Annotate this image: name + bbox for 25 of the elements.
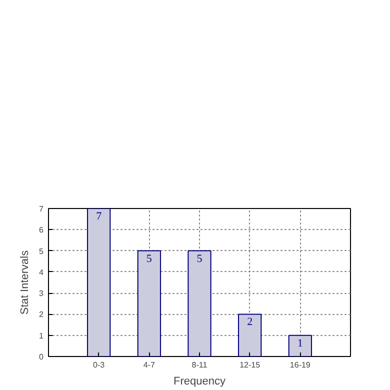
y-tick-label: 6 xyxy=(39,226,44,235)
y-axis-title: Stat Intervals xyxy=(19,250,32,315)
y-tick-label: 4 xyxy=(39,268,44,277)
y-tick-label: 5 xyxy=(39,246,44,256)
bar xyxy=(188,250,212,356)
data-label: 1 xyxy=(297,337,303,350)
x-tick-label: 4-7 xyxy=(143,360,156,370)
x-tick-label: 8-11 xyxy=(192,360,208,370)
data-label: 5 xyxy=(196,252,203,265)
bar xyxy=(87,208,111,356)
data-label: 7 xyxy=(96,210,102,222)
y-tick-label: 3 xyxy=(39,289,44,298)
y-tick-label: 7 xyxy=(39,204,44,214)
x-axis-title: Frequency xyxy=(174,376,226,388)
bar xyxy=(288,334,312,356)
x-tick-label: 0-3 xyxy=(93,360,106,370)
y-tick-label: 0 xyxy=(39,352,44,362)
bar xyxy=(137,250,161,356)
x-tick-label: 12-15 xyxy=(240,360,261,370)
y-tick-label: 2 xyxy=(39,310,44,320)
y-tick-label: 1 xyxy=(39,331,44,340)
bar xyxy=(238,314,262,356)
x-tick-label: 16-19 xyxy=(290,360,311,370)
data-label: 2 xyxy=(247,316,253,328)
data-label: 5 xyxy=(146,252,152,265)
